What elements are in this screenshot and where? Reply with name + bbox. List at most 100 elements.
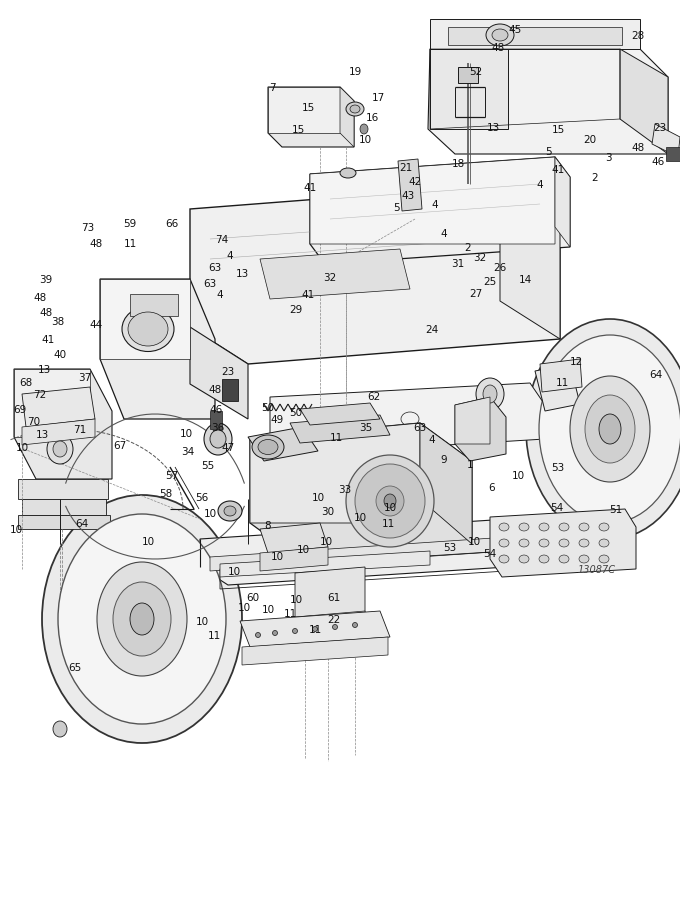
Ellipse shape bbox=[486, 25, 514, 47]
Text: 10: 10 bbox=[237, 602, 250, 612]
Polygon shape bbox=[210, 534, 568, 572]
Text: 50: 50 bbox=[290, 407, 303, 417]
Polygon shape bbox=[430, 50, 508, 130]
Text: 53: 53 bbox=[551, 462, 564, 472]
Polygon shape bbox=[310, 158, 555, 245]
Text: 24: 24 bbox=[426, 325, 439, 335]
Ellipse shape bbox=[97, 563, 187, 676]
Text: 55: 55 bbox=[201, 461, 215, 470]
Polygon shape bbox=[242, 638, 388, 666]
Ellipse shape bbox=[579, 555, 589, 563]
Text: 10: 10 bbox=[320, 536, 333, 546]
Text: 52: 52 bbox=[469, 67, 483, 77]
Ellipse shape bbox=[539, 555, 549, 563]
Polygon shape bbox=[268, 88, 354, 148]
Polygon shape bbox=[300, 404, 380, 425]
Polygon shape bbox=[250, 424, 472, 562]
Polygon shape bbox=[22, 499, 106, 516]
Text: 66: 66 bbox=[165, 219, 179, 228]
Text: 4: 4 bbox=[441, 228, 447, 238]
Ellipse shape bbox=[384, 495, 396, 508]
Text: 2: 2 bbox=[464, 243, 471, 253]
Text: 10: 10 bbox=[296, 545, 309, 554]
Text: 11: 11 bbox=[556, 377, 568, 387]
Ellipse shape bbox=[350, 106, 360, 114]
Polygon shape bbox=[22, 420, 95, 445]
Text: 41: 41 bbox=[41, 335, 54, 345]
Text: 13: 13 bbox=[37, 365, 50, 375]
Ellipse shape bbox=[570, 377, 650, 482]
Text: 10: 10 bbox=[16, 442, 29, 452]
Polygon shape bbox=[340, 88, 354, 148]
Ellipse shape bbox=[224, 507, 236, 517]
Text: 10: 10 bbox=[384, 502, 396, 512]
Text: 47: 47 bbox=[222, 442, 235, 452]
Text: 10: 10 bbox=[180, 429, 192, 439]
Polygon shape bbox=[428, 50, 668, 154]
Ellipse shape bbox=[352, 623, 358, 628]
Text: 32: 32 bbox=[473, 253, 487, 263]
Ellipse shape bbox=[539, 524, 549, 531]
Text: 4: 4 bbox=[226, 251, 233, 261]
Ellipse shape bbox=[539, 539, 549, 547]
Text: 10: 10 bbox=[311, 492, 324, 502]
Ellipse shape bbox=[599, 555, 609, 563]
Ellipse shape bbox=[53, 442, 67, 458]
Text: 31: 31 bbox=[452, 259, 464, 269]
Polygon shape bbox=[240, 611, 390, 647]
Text: 29: 29 bbox=[290, 304, 303, 314]
Text: 63: 63 bbox=[203, 279, 217, 289]
Ellipse shape bbox=[519, 524, 529, 531]
Ellipse shape bbox=[128, 312, 168, 347]
Ellipse shape bbox=[113, 582, 171, 656]
Text: 56: 56 bbox=[195, 492, 209, 502]
Text: 22: 22 bbox=[327, 614, 341, 624]
Text: 1: 1 bbox=[466, 460, 473, 470]
Ellipse shape bbox=[210, 431, 226, 449]
Text: 48: 48 bbox=[89, 238, 103, 248]
Text: 70: 70 bbox=[27, 416, 41, 426]
Text: 13087C: 13087C bbox=[578, 564, 616, 574]
Ellipse shape bbox=[360, 125, 368, 135]
Text: 41: 41 bbox=[301, 290, 315, 300]
Ellipse shape bbox=[258, 440, 278, 455]
Text: 39: 39 bbox=[39, 275, 52, 284]
Text: 9: 9 bbox=[441, 454, 447, 464]
Ellipse shape bbox=[579, 524, 589, 531]
Text: 68: 68 bbox=[19, 377, 33, 387]
Text: 34: 34 bbox=[182, 446, 194, 457]
Text: 48: 48 bbox=[39, 308, 52, 318]
Ellipse shape bbox=[256, 633, 260, 638]
Polygon shape bbox=[220, 552, 430, 577]
Text: 49: 49 bbox=[271, 414, 284, 424]
Ellipse shape bbox=[559, 539, 569, 547]
Text: 26: 26 bbox=[494, 263, 507, 273]
Text: 15: 15 bbox=[301, 103, 315, 113]
Ellipse shape bbox=[585, 396, 635, 463]
Text: 15: 15 bbox=[551, 125, 564, 135]
Polygon shape bbox=[555, 158, 570, 247]
Polygon shape bbox=[268, 88, 340, 134]
Text: 65: 65 bbox=[69, 662, 82, 672]
Text: 43: 43 bbox=[401, 191, 415, 200]
Text: 48: 48 bbox=[33, 293, 47, 303]
Text: 28: 28 bbox=[631, 31, 645, 41]
Text: 57: 57 bbox=[165, 470, 179, 480]
Text: 54: 54 bbox=[550, 502, 564, 512]
Bar bbox=[666, 148, 680, 162]
Ellipse shape bbox=[559, 524, 569, 531]
Text: 15: 15 bbox=[291, 125, 305, 135]
Text: 5: 5 bbox=[545, 147, 551, 157]
Polygon shape bbox=[22, 387, 95, 427]
Ellipse shape bbox=[599, 414, 621, 444]
Ellipse shape bbox=[599, 524, 609, 531]
Text: 60: 60 bbox=[246, 592, 260, 602]
Text: 51: 51 bbox=[609, 505, 623, 515]
Ellipse shape bbox=[346, 103, 364, 116]
Polygon shape bbox=[248, 427, 318, 461]
Text: 13: 13 bbox=[486, 123, 500, 133]
Bar bbox=[458, 68, 478, 84]
Text: 5: 5 bbox=[392, 203, 399, 213]
Polygon shape bbox=[270, 384, 545, 455]
Polygon shape bbox=[200, 516, 600, 585]
